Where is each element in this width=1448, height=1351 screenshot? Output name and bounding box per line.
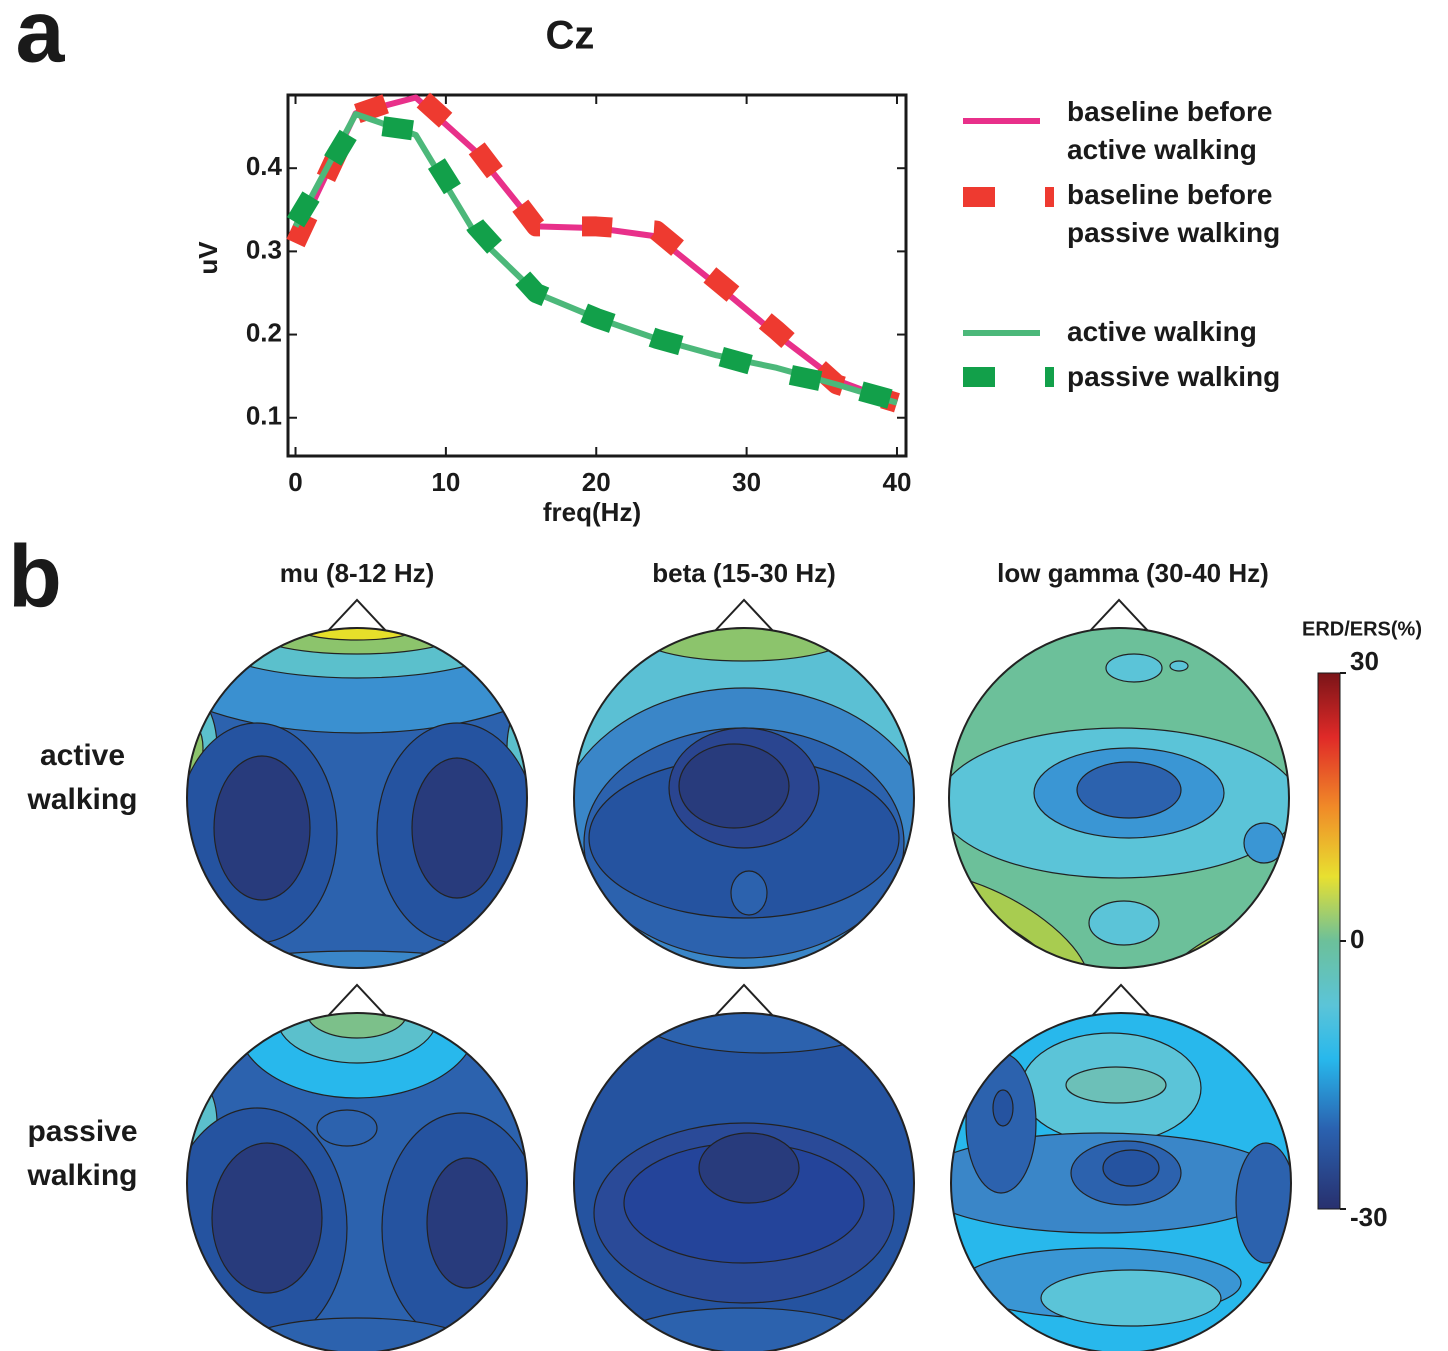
row-label: active walking — [27, 739, 138, 816]
topomap — [186, 598, 528, 969]
plot-area: 0 10 20 30 40 0.1 0.2 0.3 0.4 — [246, 83, 912, 497]
y-axis-label: uV — [193, 241, 223, 275]
legend-symbol — [963, 367, 995, 387]
column-label: beta (15-30 Hz) — [652, 558, 836, 588]
legend-label: baseline before passive walking — [1067, 179, 1281, 248]
topomap — [948, 598, 1290, 969]
y-tick-label: 0.3 — [246, 234, 282, 264]
x-tick-label: 10 — [431, 467, 460, 497]
x-tick-label: 40 — [883, 467, 912, 497]
x-tick-label: 30 — [732, 467, 761, 497]
legend-label: passive walking — [1067, 361, 1281, 392]
legend-symbol — [1045, 187, 1054, 207]
topomap — [573, 983, 915, 1351]
topomaps — [186, 598, 1292, 1351]
plot-frame — [286, 93, 908, 458]
panel-label: b — [8, 526, 62, 625]
topomap — [573, 598, 915, 969]
colorbar-tick-label: -30 — [1350, 1202, 1388, 1232]
colorbar — [1317, 672, 1341, 1210]
series-line — [292, 94, 899, 406]
row-label: passive walking — [27, 1115, 138, 1192]
column-label: low gamma (30-40 Hz) — [997, 558, 1269, 588]
colorbar-tick-label: 30 — [1350, 646, 1379, 676]
x-tick-label: 20 — [582, 467, 611, 497]
y-tick-label: 0.2 — [246, 317, 282, 347]
panel-label: a — [16, 0, 66, 80]
y-tick-label: 0.4 — [246, 151, 283, 181]
series-line — [286, 112, 900, 411]
legend-symbol — [1045, 367, 1054, 387]
chart-title: Cz — [546, 14, 595, 58]
colorbar-label: ERD/ERS(%) — [1302, 618, 1422, 640]
colorbar-ticks: 30 0 -30 — [1340, 646, 1388, 1232]
topomap — [950, 983, 1292, 1351]
legend-symbol — [963, 187, 995, 207]
x-tick-label: 0 — [288, 467, 302, 497]
topomap — [186, 983, 528, 1351]
x-axis-label: freq(Hz) — [543, 497, 641, 527]
y-tick-label: 0.1 — [246, 401, 282, 431]
series-line — [286, 83, 900, 413]
column-label: mu (8-12 Hz) — [280, 558, 435, 588]
legend-label: baseline before active walking — [1067, 96, 1273, 165]
colorbar-tick-label: 0 — [1350, 924, 1364, 954]
legend-label: active walking — [1067, 316, 1257, 347]
